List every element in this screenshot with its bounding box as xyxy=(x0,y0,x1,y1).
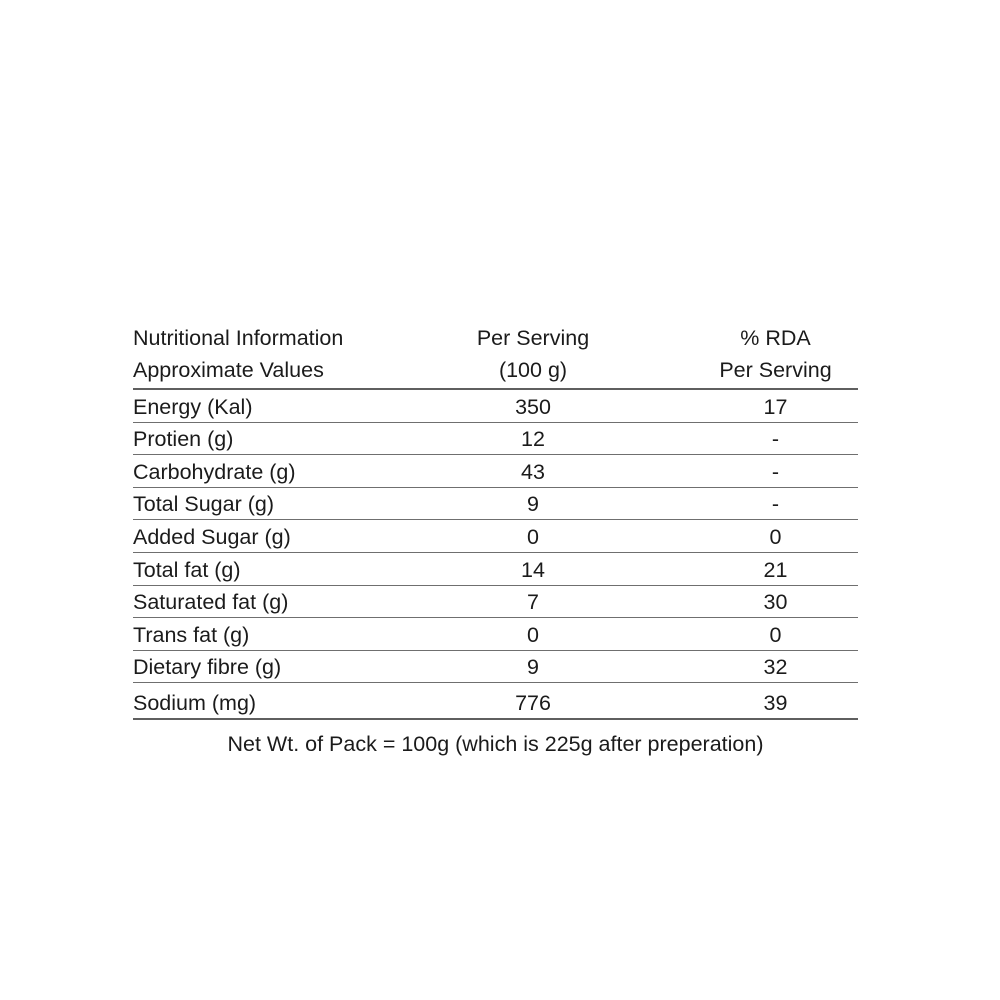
table-row: Total Sugar (g) 9 - xyxy=(133,488,858,521)
header-rda: % RDA xyxy=(740,326,811,350)
rda-value: 17 xyxy=(763,394,788,419)
table-row: Protien (g) 12 - xyxy=(133,423,858,456)
per-serving-value: 43 xyxy=(521,459,545,484)
header-nutritional-information: Nutritional Information xyxy=(133,326,344,350)
per-serving-value: 350 xyxy=(515,394,551,419)
table-header: Nutritional Information Approximate Valu… xyxy=(133,322,858,390)
table-row: Added Sugar (g) 0 0 xyxy=(133,520,858,553)
header-per-serving: Per Serving xyxy=(476,326,590,350)
rda-value: 21 xyxy=(763,557,788,582)
rda-value: - xyxy=(771,459,780,484)
per-serving-value: 9 xyxy=(527,492,539,517)
table-row: Dietary fibre (g) 9 32 xyxy=(133,651,858,684)
per-serving-value: 12 xyxy=(521,427,545,452)
nutrient-label: Protien (g) xyxy=(133,427,234,452)
table-row: Sodium (mg) 776 39 xyxy=(133,683,858,721)
rda-value: 32 xyxy=(763,655,788,680)
table-body: Energy (Kal) 350 17 Protien (g) 12- Carbohydr… xyxy=(133,390,858,721)
rda-value: - xyxy=(771,427,780,452)
per-serving-value: 14 xyxy=(521,557,545,582)
header-rda-per-serving: Per Serving xyxy=(719,358,832,382)
nutrient-label: Added Sugar (g) xyxy=(133,524,291,549)
nutrient-label: Total Sugar (g) xyxy=(133,492,275,517)
per-serving-value: 0 xyxy=(527,622,539,647)
nutrition-table: Nutritional Information Approximate Valu… xyxy=(133,322,858,757)
header-col-label: Nutritional Information Approximate Valu… xyxy=(133,322,373,386)
table-row: Carbohydrate (g) 43 - xyxy=(133,455,858,488)
header-col-per-serving: Per Serving (100 g) xyxy=(373,322,693,386)
per-serving-value: 0 xyxy=(527,524,539,549)
rda-value: 39 xyxy=(763,691,788,716)
per-serving-value: 9 xyxy=(527,655,539,680)
header-per-serving-amount: (100 g) xyxy=(498,358,568,382)
rda-value: 0 xyxy=(769,524,782,549)
nutrient-label: Trans fat (g) xyxy=(133,622,250,647)
table-row: Saturated fat (g) 7 30 xyxy=(133,586,858,619)
table-row: Total fat (g) 14 21 xyxy=(133,553,858,586)
per-serving-value: 7 xyxy=(527,590,539,615)
nutrient-label: Carbohydrate (g) xyxy=(133,459,296,484)
nutrient-label: Total fat (g) xyxy=(133,557,241,582)
rda-value: 30 xyxy=(763,590,788,615)
header-col-rda: % RDA Per Serving xyxy=(693,322,858,386)
header-approximate-values: Approximate Values xyxy=(133,358,324,382)
nutrient-label: Saturated fat (g) xyxy=(133,590,289,615)
table-row: Trans fat (g) 0 0 xyxy=(133,618,858,651)
nutrient-label: Energy (Kal) xyxy=(133,394,253,419)
per-serving-value: 776 xyxy=(515,691,551,716)
nutrient-label: Sodium (mg) xyxy=(133,691,257,716)
table-row: Energy (Kal) 350 17 xyxy=(133,390,858,423)
net-weight-note: Net Wt. of Pack = 100g (which is 225g af… xyxy=(227,732,764,757)
rda-value: 0 xyxy=(769,622,782,647)
nutrient-label: Dietary fibre (g) xyxy=(133,655,282,680)
rda-value: - xyxy=(771,492,780,517)
